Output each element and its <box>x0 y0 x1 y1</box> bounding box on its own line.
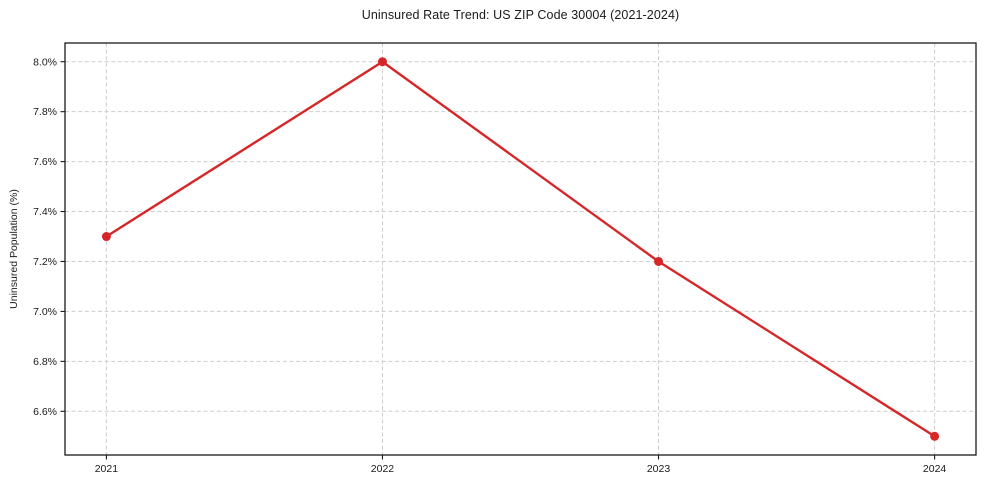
y-tick-label: 6.6% <box>33 406 57 418</box>
y-tick-label: 7.4% <box>33 206 57 218</box>
chart-title: Uninsured Rate Trend: US ZIP Code 30004 … <box>361 8 680 22</box>
y-tick-label: 7.2% <box>33 256 57 268</box>
data-point-marker <box>377 57 387 67</box>
y-tick-label: 6.8% <box>33 356 57 368</box>
x-tick-label: 2024 <box>923 463 947 475</box>
y-tick-label: 7.8% <box>33 106 57 118</box>
x-tick-label: 2023 <box>647 463 671 475</box>
y-tick-label: 8.0% <box>33 56 57 68</box>
y-tick-label: 7.0% <box>33 306 57 318</box>
data-point-marker <box>101 232 111 242</box>
data-point-marker <box>930 431 940 441</box>
y-tick-label: 7.6% <box>33 156 57 168</box>
trend-line <box>105 60 936 438</box>
plot-border <box>64 42 977 456</box>
x-tick-label: 2021 <box>95 463 119 475</box>
x-tick-label: 2022 <box>371 463 395 475</box>
data-point-marker <box>654 256 664 266</box>
